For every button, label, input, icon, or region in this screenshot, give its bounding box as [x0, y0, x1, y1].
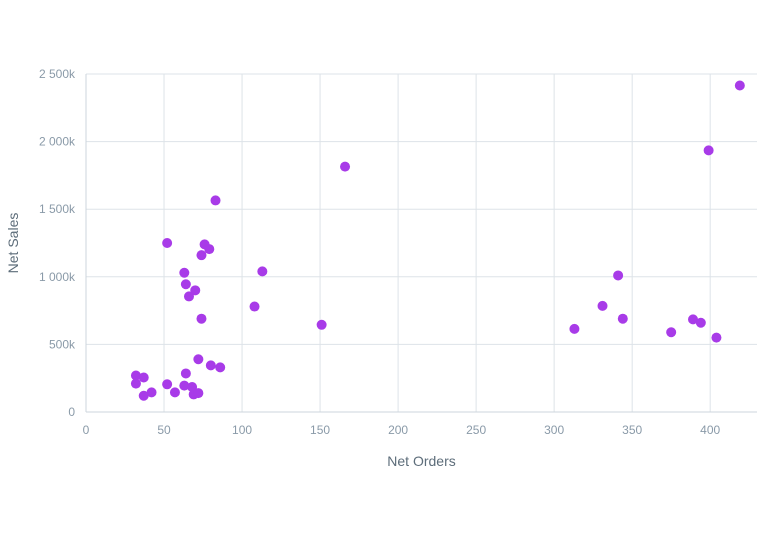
y-axis-title: Net Sales [5, 213, 21, 274]
data-point[interactable] [249, 301, 260, 312]
x-axis-title: Net Orders [387, 453, 455, 469]
y-tick-label: 2 500k [39, 67, 76, 81]
x-tick-label: 150 [310, 423, 330, 437]
y-tick-label: 2 000k [39, 135, 76, 149]
axes [85, 74, 757, 413]
data-point[interactable] [205, 360, 216, 371]
data-point[interactable] [169, 387, 180, 398]
data-point[interactable] [180, 279, 191, 290]
x-tick-label: 350 [622, 423, 642, 437]
data-point[interactable] [695, 317, 706, 328]
y-tick-label: 1 500k [39, 202, 76, 216]
data-point[interactable] [162, 238, 173, 248]
data-point[interactable] [666, 327, 677, 338]
data-point[interactable] [183, 291, 194, 302]
data-point[interactable] [193, 388, 204, 399]
data-point[interactable] [187, 381, 198, 392]
tick-labels: 0 500k 1 000k 1 500k 2 000k 2 500k 0 50 100 150 20… [39, 67, 721, 437]
data-point[interactable] [190, 285, 201, 296]
data-point[interactable] [340, 161, 351, 172]
data-point[interactable] [130, 370, 141, 381]
data-point[interactable] [734, 80, 745, 91]
data-point[interactable] [597, 300, 608, 311]
data-point[interactable] [196, 313, 207, 324]
data-point[interactable] [162, 379, 173, 390]
y-tick-label: 500k [49, 337, 76, 351]
data-point[interactable] [316, 319, 327, 330]
data-point[interactable] [179, 380, 190, 391]
data-point[interactable] [138, 372, 149, 383]
data-point[interactable] [257, 266, 268, 277]
x-tick-label: 0 [83, 423, 90, 437]
data-point[interactable] [569, 323, 580, 334]
data-point[interactable] [204, 244, 215, 255]
data-point[interactable] [688, 314, 699, 325]
data-point[interactable] [146, 387, 157, 398]
data-point[interactable] [196, 250, 207, 261]
data-point[interactable] [180, 368, 191, 379]
data-point[interactable] [210, 195, 221, 206]
data-points [130, 80, 745, 401]
x-tick-label: 250 [466, 423, 486, 437]
y-tick-label: 1 000k [39, 270, 76, 284]
x-tick-label: 100 [232, 423, 252, 437]
data-point[interactable] [613, 270, 624, 281]
data-point[interactable] [138, 390, 149, 401]
data-point[interactable] [179, 267, 190, 278]
x-tick-label: 200 [388, 423, 408, 437]
data-point[interactable] [711, 332, 722, 343]
x-tick-label: 50 [157, 423, 171, 437]
y-tick-label: 0 [68, 405, 75, 419]
grid [86, 73, 757, 412]
data-point[interactable] [193, 354, 204, 365]
x-tick-label: 300 [544, 423, 564, 437]
data-point[interactable] [215, 362, 226, 373]
data-point[interactable] [130, 378, 141, 389]
x-tick-label: 400 [700, 423, 720, 437]
data-point[interactable] [703, 145, 714, 156]
data-point[interactable] [617, 313, 628, 324]
